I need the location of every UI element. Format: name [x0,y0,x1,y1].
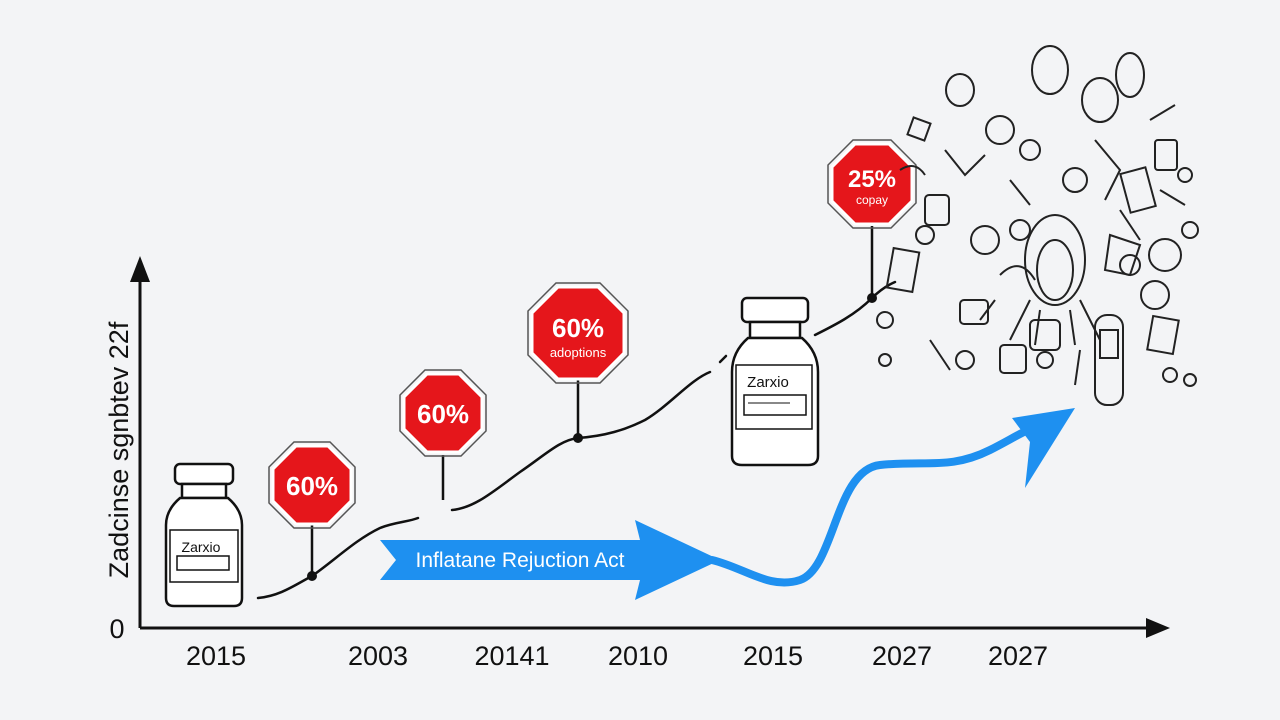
x-tick-label: 2015 [743,641,803,671]
x-axis-arrow-icon [1146,618,1170,638]
x-tick-label: 20141 [474,641,549,671]
vial-label: Zarxio [182,539,221,555]
sign-subtext: copay [856,193,888,207]
x-tick-label: 2027 [988,641,1048,671]
stop-sign: 25% copay [827,139,917,229]
x-tick-label: 2010 [608,641,668,671]
doodle-cluster [876,45,1199,406]
y-zero-label: 0 [109,614,124,644]
sign-poles [310,226,874,576]
data-points [307,293,877,581]
growth-arrow [708,408,1075,587]
data-point [573,433,583,443]
arrowhead-icon [1012,408,1075,488]
sign-value: 60% [552,313,604,343]
x-tick-label: 2015 [186,641,246,671]
sign-value: 60% [286,471,338,501]
vial-icon: Zarxio [164,462,244,608]
stop-sign: 60% [268,441,356,529]
vial-icon: Zarxio [730,296,820,467]
data-point [867,293,877,303]
banner-label: Inflatane Rejuction Act [416,549,625,572]
sign-value: 60% [417,399,469,429]
stop-sign: 60% adoptions [527,282,629,384]
data-point [307,571,317,581]
sign-value: 25% [848,166,896,193]
stop-sign: 60% [399,369,487,457]
vial-label: Zarxio [747,374,789,391]
x-tick-labels: 2015 2003 20141 2010 2015 2027 2027 [186,641,1048,671]
x-tick-label: 2003 [348,641,408,671]
y-axis-label: Zadcinse sgnbtev 22f [104,321,134,578]
axes [138,270,1150,630]
y-axis-arrow-icon [130,256,150,282]
sign-subtext: adoptions [550,345,607,360]
x-tick-label: 2027 [872,641,932,671]
banner-arrow: Inflatane Rejuction Act [380,520,720,600]
